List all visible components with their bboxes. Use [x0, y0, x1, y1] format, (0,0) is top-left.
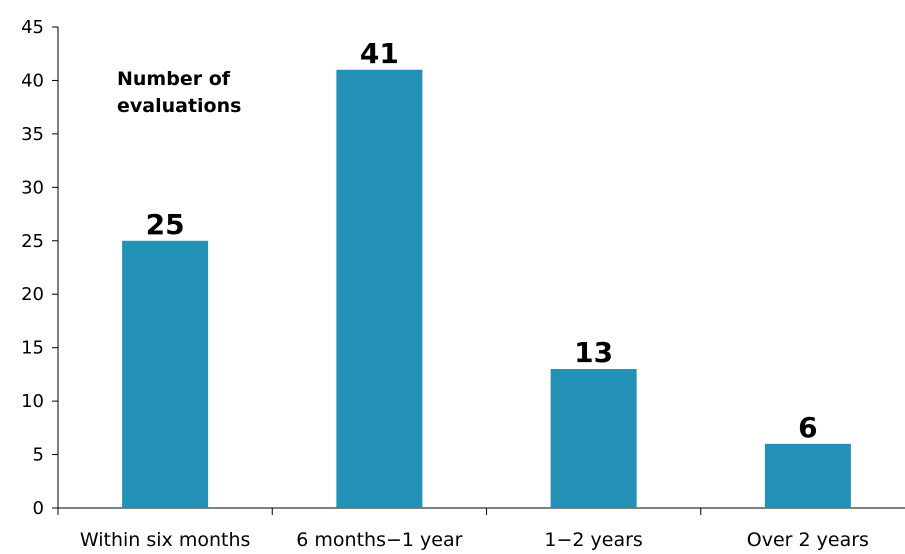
y-tick-label: 20: [21, 284, 44, 305]
data-label: 13: [574, 336, 613, 369]
data-label: 25: [146, 208, 185, 241]
y-tick-label: 35: [21, 124, 44, 145]
y-tick-label: 25: [21, 231, 44, 252]
annotation-line-1: Number of: [117, 68, 231, 90]
data-label: 6: [798, 411, 817, 444]
x-tick-label: 1−2 years: [544, 529, 642, 551]
y-tick-label: 45: [21, 17, 44, 38]
y-tick-label: 30: [21, 177, 44, 198]
data-label: 41: [360, 37, 399, 70]
y-tick-label: 5: [33, 445, 44, 466]
y-tick-label: 0: [33, 498, 44, 519]
y-axis: 0 5 10 15 20 25 30 35 40 45: [21, 17, 59, 519]
bars: [122, 69, 851, 508]
x-tick-label: Over 2 years: [747, 529, 869, 551]
bar: [336, 69, 423, 508]
x-tick-label: Within six months: [80, 529, 251, 551]
annotation: Number of evaluations: [117, 68, 241, 117]
bar: [764, 443, 851, 508]
x-axis: Within six months 6 months−1 year 1−2 year…: [58, 507, 905, 551]
y-tick-label: 40: [21, 70, 44, 91]
data-labels: 25 41 13 6: [146, 37, 818, 444]
x-tick-label: 6 months−1 year: [296, 529, 462, 551]
bar: [122, 240, 209, 508]
y-tick-label: 15: [21, 338, 44, 359]
annotation-line-2: evaluations: [117, 95, 241, 117]
bar: [550, 369, 637, 508]
y-tick-label: 10: [21, 391, 44, 412]
